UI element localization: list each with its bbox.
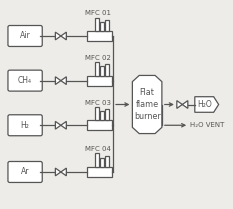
Polygon shape (55, 32, 61, 40)
Polygon shape (55, 121, 61, 129)
Bar (100, 111, 104, 120)
Polygon shape (61, 121, 66, 129)
Bar (105, 109, 109, 120)
Bar (105, 155, 109, 167)
Polygon shape (132, 75, 162, 134)
Text: H₂O VENT: H₂O VENT (190, 122, 225, 128)
Text: Flat
flame
burner: Flat flame burner (134, 88, 161, 121)
Polygon shape (61, 77, 66, 84)
Bar (100, 158, 104, 167)
FancyBboxPatch shape (8, 25, 42, 46)
Bar (105, 20, 109, 31)
Text: Air: Air (20, 32, 31, 41)
Text: CH₄: CH₄ (18, 76, 32, 85)
Bar (105, 64, 109, 76)
Bar (87, 76, 112, 86)
Polygon shape (61, 168, 66, 176)
Bar (87, 167, 112, 177)
Bar (95, 153, 99, 167)
Bar (95, 18, 99, 31)
FancyBboxPatch shape (8, 162, 42, 182)
Bar (100, 66, 104, 76)
Polygon shape (195, 97, 219, 112)
Bar (87, 120, 112, 130)
Polygon shape (177, 101, 182, 108)
Text: H₂O: H₂O (197, 100, 212, 109)
Text: Ar: Ar (21, 167, 29, 176)
Polygon shape (55, 77, 61, 84)
Text: MFC 01: MFC 01 (85, 10, 111, 17)
Polygon shape (61, 32, 66, 40)
Polygon shape (55, 168, 61, 176)
FancyBboxPatch shape (8, 70, 42, 91)
Bar (95, 62, 99, 76)
FancyBboxPatch shape (8, 115, 42, 136)
Text: MFC 04: MFC 04 (85, 147, 111, 152)
Text: MFC 03: MFC 03 (85, 100, 111, 106)
Polygon shape (182, 101, 188, 108)
Bar (87, 31, 112, 41)
Bar (100, 22, 104, 31)
Text: MFC 02: MFC 02 (85, 55, 111, 61)
Bar (95, 107, 99, 120)
Text: H₂: H₂ (21, 121, 30, 130)
